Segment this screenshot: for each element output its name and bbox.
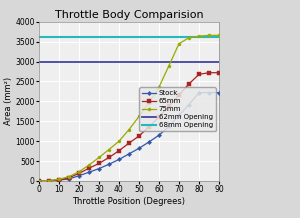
Stock — [157, 134, 161, 136]
Stock — [177, 114, 181, 117]
Line: 65mm: 65mm — [38, 71, 220, 182]
Legend: Stock, 65mm, 75mm, 62mm Opening, 68mm Opening: Stock, 65mm, 75mm, 62mm Opening, 68mm Op… — [139, 87, 215, 131]
Line: Stock: Stock — [38, 91, 220, 182]
65mm — [37, 180, 41, 182]
Stock — [107, 163, 111, 165]
75mm — [137, 115, 141, 118]
65mm — [197, 73, 201, 76]
75mm — [167, 64, 171, 67]
75mm — [107, 148, 111, 151]
65mm — [137, 135, 141, 137]
65mm — [47, 179, 51, 182]
75mm — [87, 164, 91, 166]
65mm — [117, 149, 121, 152]
Y-axis label: Area (mm²): Area (mm²) — [4, 77, 13, 125]
75mm — [97, 156, 101, 159]
75mm — [147, 101, 151, 104]
75mm — [37, 180, 41, 182]
Stock — [87, 171, 91, 174]
75mm — [117, 140, 121, 143]
65mm — [207, 72, 211, 74]
65mm — [87, 167, 91, 170]
65mm — [157, 116, 161, 118]
75mm — [157, 86, 161, 88]
Stock — [127, 153, 131, 155]
Stock — [187, 103, 191, 106]
X-axis label: Throttle Position (Degrees): Throttle Position (Degrees) — [73, 197, 185, 206]
75mm — [47, 179, 51, 182]
65mm — [187, 83, 191, 85]
75mm — [77, 170, 81, 173]
75mm — [177, 42, 181, 45]
75mm — [67, 175, 71, 178]
Stock — [57, 179, 61, 181]
65mm — [167, 104, 171, 107]
Stock — [137, 147, 141, 150]
Stock — [167, 125, 171, 128]
65mm — [67, 176, 71, 179]
Stock — [47, 179, 51, 182]
75mm — [197, 35, 201, 37]
Title: Throttle Body Comparision: Throttle Body Comparision — [55, 10, 203, 20]
75mm — [217, 34, 221, 37]
Line: 75mm: 75mm — [38, 34, 220, 182]
Stock — [207, 91, 211, 94]
75mm — [207, 34, 211, 37]
Stock — [67, 178, 71, 180]
65mm — [77, 172, 81, 175]
65mm — [127, 142, 131, 145]
75mm — [127, 128, 131, 131]
Stock — [117, 158, 121, 161]
65mm — [107, 156, 111, 159]
Stock — [97, 167, 101, 170]
65mm — [177, 94, 181, 96]
75mm — [57, 178, 61, 181]
Stock — [217, 91, 221, 94]
Stock — [197, 91, 201, 94]
65mm — [97, 162, 101, 165]
Stock — [147, 141, 151, 143]
65mm — [217, 72, 221, 74]
75mm — [187, 36, 191, 39]
65mm — [147, 126, 151, 128]
65mm — [57, 179, 61, 181]
Stock — [77, 174, 81, 177]
Stock — [37, 180, 41, 182]
